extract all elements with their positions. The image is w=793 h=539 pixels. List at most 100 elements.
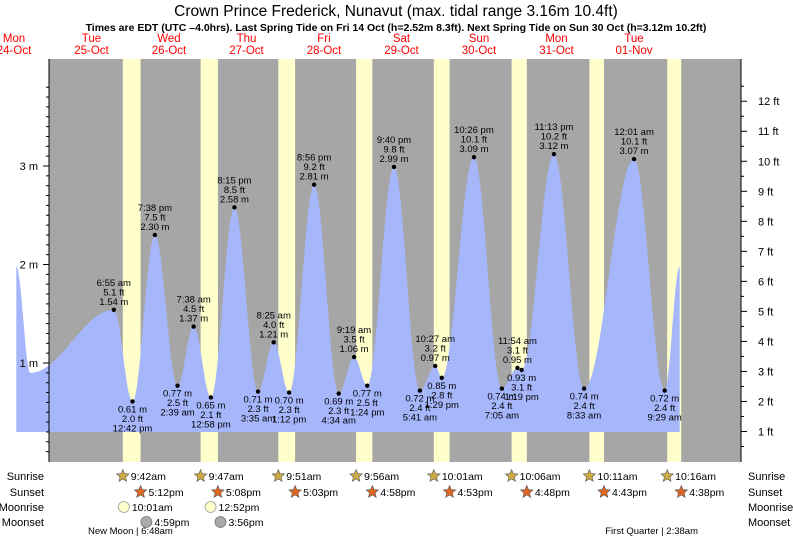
date-label: 24-Oct: [0, 45, 32, 57]
tide-feet-label: 2.5 ft: [357, 398, 378, 409]
meter-axis: 1 m 2 m 3 m: [20, 59, 50, 462]
meter-tick-label: 2 m: [20, 260, 38, 272]
sunrise-icon: [426, 468, 441, 482]
tide-feet-label: 2.3 ft: [279, 405, 300, 416]
sunrise-time: 10:06am: [520, 471, 561, 483]
sunset-icon: [674, 484, 689, 498]
tide-time-label: 8:33 am: [567, 411, 601, 422]
tide-feet-label: 2.4 ft: [491, 401, 512, 412]
tide-time-label: 8:25 am: [257, 310, 291, 321]
tide-time-label: 4:34 am: [322, 416, 356, 427]
tide-feet-label: 9.8 ft: [383, 145, 404, 156]
sunrise-icon: [193, 468, 208, 482]
tide-time-label: 11:54 am: [498, 336, 537, 347]
row-label-left: Sunset: [10, 487, 44, 499]
tide-meters-label: 1.06 m: [340, 344, 369, 355]
sunset-icon: [210, 484, 225, 498]
feet-tick-label: 6 ft: [758, 276, 773, 288]
feet-tick-label: 8 ft: [758, 216, 773, 228]
tide-feet-label: 2.4 ft: [409, 403, 430, 414]
day-labels: Mon24-OctTue25-OctWed26-OctThu27-OctFri2…: [0, 33, 653, 57]
tide-time-label: 1:12 pm: [272, 415, 306, 426]
feet-axis: 1 ft 2 ft 3 ft 4 ft 5 ft 6 ft 7 ft 8 ft 9 ft 10 f…: [740, 59, 779, 462]
tide-time-label: 9:19 am: [337, 325, 371, 336]
high-tide-point: [191, 324, 196, 329]
feet-tick-label: 2 ft: [758, 396, 773, 408]
low-tide-point: [581, 386, 587, 391]
low-tide-point: [130, 399, 135, 404]
feet-tick-label: 9 ft: [758, 186, 773, 198]
tide-feet-label: 4.0 ft: [263, 320, 284, 331]
high-tide-point: [351, 354, 357, 360]
tide-feet-label: 10.1 ft: [461, 135, 488, 146]
high-tide-point: [111, 307, 117, 313]
tide-feet-label: 2.1 ft: [200, 410, 221, 421]
moon-phase-new: New Moon | 6:48am: [88, 526, 173, 537]
sunset-time: 4:58pm: [380, 487, 415, 499]
meter-tick-label: 3 m: [20, 161, 38, 173]
sunset-icon: [519, 484, 534, 498]
tide-meters-label: 2.30 m: [140, 222, 169, 233]
chart-title: Crown Prince Frederick, Nunavut (max. ti…: [174, 3, 618, 20]
tide-meters-label: 0.85 m: [427, 381, 456, 392]
low-tide-point: [286, 390, 292, 395]
tide-time-label: 12:42 pm: [113, 423, 153, 434]
tide-meters-label: 0.61 m: [118, 404, 147, 415]
tide-meters-label: 0.77 m: [163, 389, 192, 400]
low-tide-point: [662, 388, 667, 393]
feet-tick-label: 11 ft: [758, 126, 779, 138]
tide-feet-label: 7.5 ft: [144, 213, 165, 224]
date-label: 25-Oct: [74, 45, 109, 57]
tide-feet-label: 2.3 ft: [247, 404, 268, 415]
low-tide-point: [417, 388, 423, 393]
tide-time-label: 2:39 am: [160, 408, 194, 419]
high-tide-point: [271, 340, 276, 345]
tide-feet-label: 9.2 ft: [304, 162, 325, 173]
high-tide-point: [471, 154, 477, 160]
feet-tick-label: 3 ft: [758, 366, 773, 378]
tide-feet-label: 2.0 ft: [122, 414, 143, 425]
sunset-time: 5:12pm: [149, 487, 184, 499]
low-tide-point: [208, 395, 214, 400]
moonrise-icon: [204, 501, 217, 513]
tide-curve: [16, 154, 680, 432]
tide-time-label: 7:05 am: [485, 411, 519, 422]
low-tide-point: [439, 375, 444, 380]
day-label: Mon: [545, 33, 567, 45]
sunrise-time: 9:51am: [286, 471, 321, 483]
tide-time-label: 7:38 pm: [138, 203, 172, 214]
moonrise-time: 10:01am: [132, 502, 173, 514]
tide-feet-label: 8.5 ft: [224, 185, 245, 196]
moon-phase-first-quarter: First Quarter | 2:38am: [605, 526, 698, 537]
sunrise-icon: [504, 468, 519, 482]
date-label: 31-Oct: [539, 45, 574, 57]
tide-time-label: 10:26 pm: [454, 125, 494, 136]
tide-time-label: 11:13 pm: [534, 122, 573, 133]
tide-feet-label: 2.8 ft: [431, 390, 452, 401]
tide-feet-label: 3.2 ft: [425, 344, 446, 355]
tide-meters-label: 0.93 m: [507, 373, 536, 384]
day-label: Wed: [157, 33, 180, 45]
tide-meters-label: 0.95 m: [503, 355, 532, 366]
moonset-icon: [214, 516, 227, 528]
tide-meters-label: 3.12 m: [539, 141, 568, 152]
sunrise-time: 9:42am: [131, 471, 166, 483]
high-tide-point: [232, 205, 237, 210]
date-label: 29-Oct: [384, 45, 419, 57]
tide-feet-label: 2.3 ft: [328, 406, 349, 417]
tide-time-label: 1:29 pm: [425, 400, 459, 411]
row-label-right: Sunrise: [748, 471, 785, 483]
tide-time-label: 8:56 pm: [297, 153, 331, 164]
tide-time-label: 1:24 pm: [350, 408, 384, 419]
row-label-left: Moonset: [2, 517, 44, 529]
day-label: Tue: [624, 33, 643, 45]
tide-meters-label: 0.69 m: [324, 397, 353, 408]
astro-table: Sunrise Sunrise Sunset Sunset Moonrise Moonri…: [0, 468, 793, 537]
date-label: 27-Oct: [229, 45, 264, 57]
tide-feet-label: 2.5 ft: [167, 398, 188, 409]
day-label: Sun: [469, 33, 489, 45]
tide-time-label: 9:29 am: [648, 413, 682, 424]
